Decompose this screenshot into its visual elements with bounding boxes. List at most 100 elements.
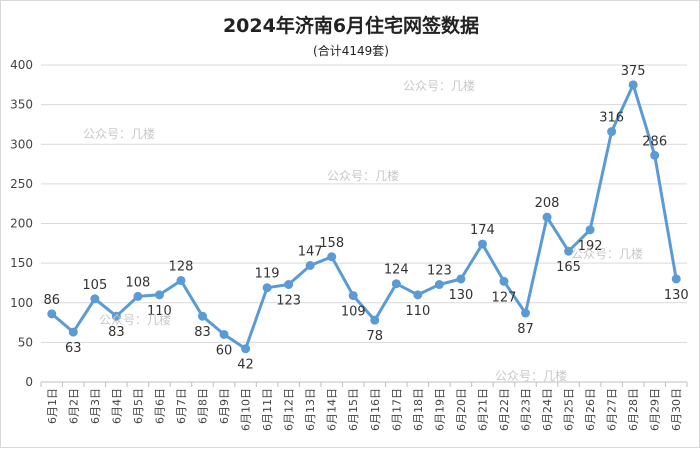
data-point [628,80,638,90]
data-label: 123 [427,264,452,279]
x-tick-label: 6月14日 [326,388,339,431]
data-label: 110 [405,304,430,319]
x-tick-label: 6月13日 [304,388,317,431]
data-label: 286 [642,134,667,149]
data-label: 108 [125,275,150,290]
data-point [650,150,660,160]
data-point [198,311,207,321]
data-point [90,294,100,304]
data-point [434,280,444,290]
x-tick-label: 6月22日 [498,388,511,431]
data-point [111,311,121,321]
x-tick-label: 6月2日 [67,388,80,424]
chart-subtitle: (合计4149套) [313,44,389,58]
y-tick-label: 300 [10,137,33,151]
x-tick-label: 6月20日 [455,388,468,431]
data-point [154,290,164,300]
data-label: 119 [255,267,280,282]
data-point [47,309,57,319]
x-tick-label: 6月29日 [649,388,662,431]
chart-title: 2024年济南6月住宅网签数据 [222,15,480,37]
x-tick-label: 6月26日 [584,388,597,431]
data-label: 42 [237,358,254,373]
data-point [413,290,423,300]
watermark: 公众号：几楼 [83,127,156,141]
x-tick-label: 6月1日 [46,388,59,424]
y-tick-label: 0 [25,375,33,389]
x-tick-label: 6月9日 [218,388,231,424]
watermark: 公众号：几楼 [495,369,568,383]
data-label: 63 [65,341,82,356]
data-label: 123 [276,294,301,309]
data-label: 192 [578,239,603,254]
data-point [607,127,617,137]
data-label: 105 [82,278,107,293]
data-label: 86 [43,293,60,308]
x-tick-label: 6月25日 [563,388,576,431]
data-point [241,344,251,354]
data-label: 174 [470,223,495,238]
y-tick-label: 400 [10,58,33,72]
x-tick-label: 6月8日 [197,388,210,424]
data-label: 130 [664,288,689,303]
y-tick-label: 150 [10,256,33,270]
data-label: 124 [384,263,409,278]
x-tick-label: 6月3日 [89,388,102,424]
x-tick-label: 6月24日 [541,388,554,431]
data-point [176,276,186,286]
data-label: 109 [341,305,366,320]
x-tick-label: 6月6日 [153,388,166,424]
y-tick-label: 200 [10,217,33,231]
x-tick-label: 6月12日 [283,388,296,431]
x-tick-label: 6月28日 [627,388,640,431]
watermark: 公众号：几楼 [99,313,172,327]
y-tick-label: 50 [18,335,33,349]
x-tick-label: 6月17日 [390,388,403,431]
x-tick-label: 6月11日 [261,388,274,431]
x-tick-label: 6月19日 [433,388,446,431]
data-label: 316 [599,111,624,126]
data-point [542,212,552,222]
data-point [521,308,530,318]
x-tick-label: 6月4日 [110,388,123,424]
data-label: 127 [492,290,517,305]
data-point [564,246,574,256]
y-tick-label: 350 [10,98,33,112]
watermark: 公众号：几楼 [403,79,476,93]
watermark: 公众号：几楼 [327,169,400,183]
data-label: 165 [556,260,581,275]
data-label: 375 [621,64,646,79]
data-point [219,329,229,339]
data-label: 78 [366,329,383,344]
data-point [585,225,595,235]
data-label: 128 [169,260,194,275]
data-label: 110 [147,304,172,319]
data-label: 147 [298,245,323,260]
data-point [370,315,380,325]
data-point [262,283,272,293]
x-tick-label: 6月5日 [132,388,145,424]
data-label: 130 [448,288,473,303]
x-tick-label: 6月18日 [412,388,425,431]
data-label: 83 [194,325,211,340]
x-tick-label: 6月10日 [240,388,253,431]
x-tick-label: 6月21日 [476,388,489,431]
data-point [499,276,509,286]
data-label: 208 [535,196,560,211]
x-tick-label: 6月7日 [175,388,188,424]
data-label: 83 [108,325,125,340]
x-tick-label: 6月16日 [369,388,382,431]
data-point [391,279,401,289]
x-tick-label: 6月27日 [606,388,619,431]
data-point [671,274,681,284]
data-point [133,291,143,301]
data-point [284,280,294,290]
x-tick-label: 6月15日 [347,388,360,431]
data-point [348,291,358,301]
data-point [477,239,487,249]
data-point [456,274,466,284]
x-tick-label: 6月30日 [670,388,683,431]
data-point [305,261,315,271]
data-label: 158 [319,236,344,251]
